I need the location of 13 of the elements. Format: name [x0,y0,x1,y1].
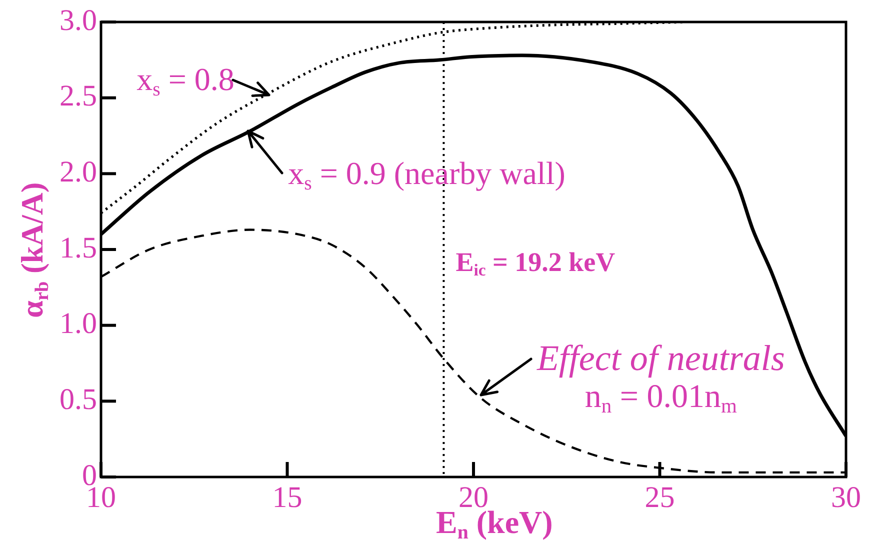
annotation: Effect of neutrals n$_{n}$ = 0.01n$_{m}$ [536,338,785,418]
y-tick-label: 0.5 [60,383,97,416]
annotation: x$_{s}$ = 0.8 [136,61,234,101]
y-tick-label: 1.5 [60,231,97,264]
ref-line-label: E$_{ic}$ = 19.2 keV [456,247,616,280]
x-tick-label: 30 [831,480,861,514]
y-tick-label: 2.5 [60,80,97,113]
y-tick-label: 3.0 [60,4,97,37]
x-tick-label: 25 [644,480,675,514]
x-tick-label: 15 [272,480,302,514]
y-tick-label: 1.0 [60,307,97,340]
y-tick-label: 2.0 [60,156,97,189]
annotation: x$_{s}$ = 0.9 (nearby wall) [288,154,566,194]
